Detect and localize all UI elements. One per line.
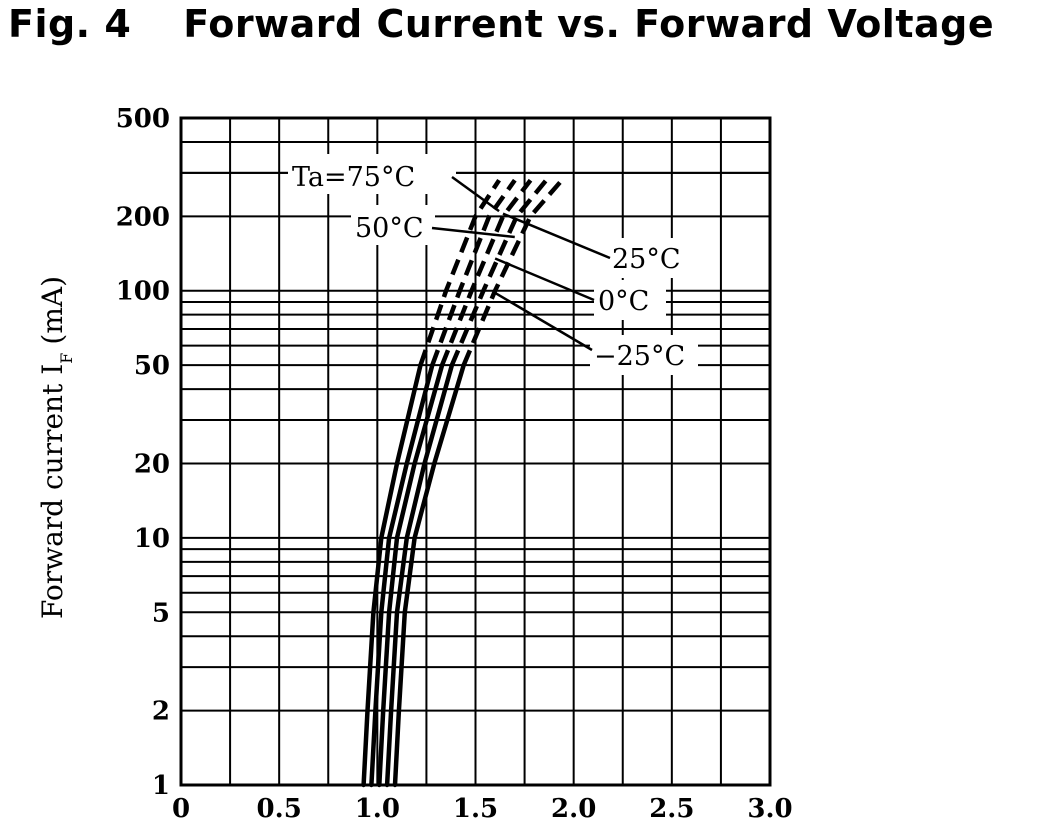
annotation-background <box>590 335 698 375</box>
y-tick-label: 5 <box>152 598 170 628</box>
y-tick-label: 1 <box>152 771 170 801</box>
annotation-leader-line <box>502 212 611 260</box>
figure-title: Forward Current vs. Forward Voltage <box>183 2 995 46</box>
series-line-solid-0 <box>361 362 423 788</box>
series-line-dashed-4 <box>461 178 564 366</box>
series-line-solid-1 <box>369 362 435 788</box>
annotation-background <box>351 205 435 245</box>
series-line-dashed-0 <box>418 178 501 366</box>
annotation-background <box>594 280 666 320</box>
series-line-dashed-1 <box>430 178 517 366</box>
x-tick-label: 0 <box>172 794 190 824</box>
annotations: Ta=75°C 50°C 25°C 0°C −25°C <box>288 154 698 375</box>
y-tick-label: 200 <box>116 202 170 232</box>
y-axis-label-sub: F <box>57 353 76 364</box>
plot-frame <box>179 116 772 787</box>
y-axis-label: Forward current IF (mA) <box>36 276 76 619</box>
annotation-label: 0°C <box>598 286 649 317</box>
y-tick-label: 10 <box>134 524 170 554</box>
x-tick-labels: 0 0.5 1.0 1.5 2.0 2.5 3.0 <box>172 794 793 824</box>
x-tick-label: 0.5 <box>257 794 302 824</box>
y-tick-label: 20 <box>134 449 170 479</box>
x-tick-label: 3.0 <box>747 794 792 824</box>
annotation-label: 25°C <box>612 244 681 275</box>
y-tick-label: 50 <box>134 351 170 381</box>
x-tick-label: 1.5 <box>453 794 498 824</box>
figure-number: Fig. 4 <box>8 2 132 46</box>
series-line-dashed-2 <box>440 178 533 366</box>
annotation-label: −25°C <box>594 341 685 372</box>
annotation-leader-line <box>494 291 593 352</box>
series-line-dashed-3 <box>449 178 548 366</box>
annotation-leader-line <box>431 226 515 239</box>
chart-title: Fig. 4 Forward Current vs. Forward Voltag… <box>8 2 994 46</box>
y-tick-label: 500 <box>116 104 170 134</box>
series-line-solid-4 <box>392 362 466 788</box>
annotation-label: 50°C <box>355 213 424 244</box>
y-tick-labels: 1 2 5 10 20 50 100 200 500 <box>116 104 170 801</box>
series-line-solid-3 <box>384 362 455 788</box>
y-tick-label: 2 <box>152 697 170 727</box>
y-axis-label-unit: (mA) <box>36 276 69 345</box>
y-axis-label-main: Forward current I <box>36 364 69 619</box>
annotation-background <box>608 238 690 278</box>
annotation-leader-line <box>494 257 595 302</box>
curves <box>361 178 564 788</box>
x-tick-label: 2.5 <box>649 794 694 824</box>
x-tick-label: 1.0 <box>355 794 400 824</box>
y-tick-label: 100 <box>116 277 170 307</box>
annotation-leader-line <box>451 175 500 213</box>
annotation-background <box>288 154 456 194</box>
x-tick-label: 2.0 <box>551 794 596 824</box>
series-line-solid-2 <box>377 362 445 788</box>
annotation-label: Ta=75°C <box>292 162 415 193</box>
